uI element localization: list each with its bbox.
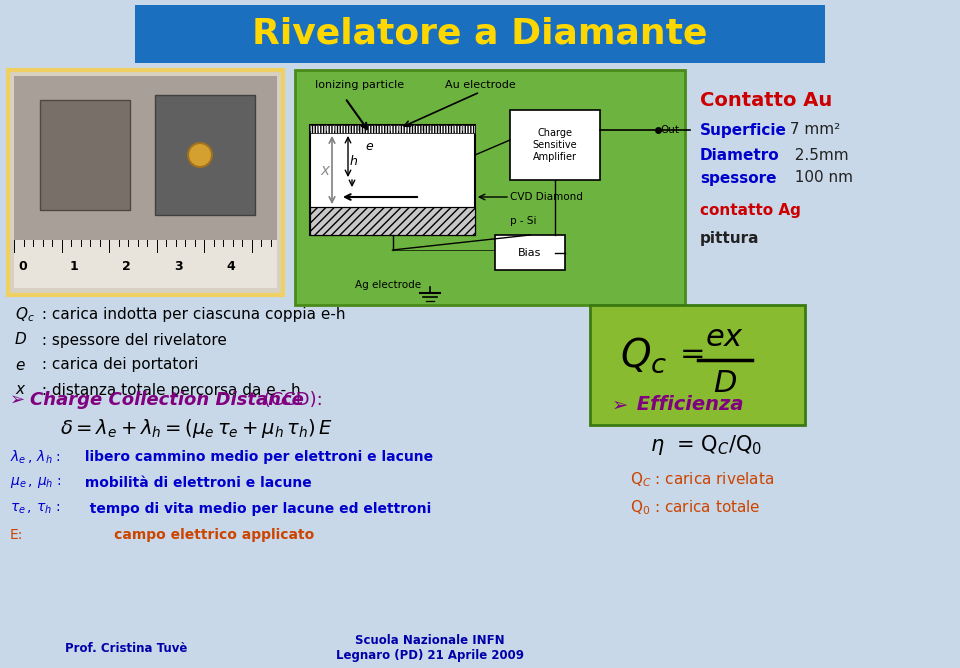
Text: Charge Collection Distance: Charge Collection Distance xyxy=(30,391,304,409)
Text: Legnaro (PD) 21 Aprile 2009: Legnaro (PD) 21 Aprile 2009 xyxy=(336,649,524,663)
Text: 1: 1 xyxy=(70,260,79,273)
Bar xyxy=(155,95,255,215)
Text: Q$_0$ : carica totale: Q$_0$ : carica totale xyxy=(630,498,760,517)
Text: 100 nm: 100 nm xyxy=(785,170,853,186)
Bar xyxy=(14,76,277,246)
Circle shape xyxy=(188,143,212,167)
Text: Efficienza: Efficienza xyxy=(630,395,743,415)
Text: Prof. Cristina Tuvè: Prof. Cristina Tuvè xyxy=(65,641,187,655)
Text: Rivelatore a Diamante: Rivelatore a Diamante xyxy=(252,17,708,51)
Bar xyxy=(495,235,565,270)
Text: D: D xyxy=(15,333,27,347)
Text: E:: E: xyxy=(10,528,23,542)
Text: =: = xyxy=(680,341,706,369)
Text: mobilità di elettroni e lacune: mobilità di elettroni e lacune xyxy=(80,476,312,490)
Text: ➢: ➢ xyxy=(10,391,25,409)
Text: ➢: ➢ xyxy=(612,395,629,415)
Text: 2.5mm: 2.5mm xyxy=(785,148,849,162)
Text: $Q_c$: $Q_c$ xyxy=(15,306,35,325)
Text: pittura: pittura xyxy=(700,230,759,246)
Text: Ag electrode: Ag electrode xyxy=(355,280,421,290)
Text: (CCD):: (CCD): xyxy=(258,391,323,409)
Text: 4: 4 xyxy=(226,260,235,273)
Bar xyxy=(310,125,475,133)
Text: : distanza totale percorsa da e - h: : distanza totale percorsa da e - h xyxy=(37,383,300,397)
Text: Au electrode: Au electrode xyxy=(444,80,516,90)
Text: Superficie: Superficie xyxy=(700,122,787,138)
Text: libero cammino medio per elettroni e lacune: libero cammino medio per elettroni e lac… xyxy=(80,450,433,464)
Text: 2: 2 xyxy=(122,260,131,273)
Bar xyxy=(14,240,277,288)
Text: x: x xyxy=(15,383,24,397)
Text: $D$: $D$ xyxy=(713,369,737,397)
Text: $\eta$  = Q$_C$/Q$_0$: $\eta$ = Q$_C$/Q$_0$ xyxy=(650,433,762,457)
Text: spessore: spessore xyxy=(700,170,777,186)
Text: Ionizing particle: Ionizing particle xyxy=(316,80,404,90)
Text: Out: Out xyxy=(660,125,679,135)
Bar xyxy=(135,5,825,63)
Text: tempo di vita medio per lacune ed elettroni: tempo di vita medio per lacune ed elettr… xyxy=(80,502,431,516)
Bar xyxy=(510,110,600,180)
Text: $\mu_e\,,\,\mu_h$ :: $\mu_e\,,\,\mu_h$ : xyxy=(10,476,61,490)
Text: 7 mm²: 7 mm² xyxy=(785,122,840,138)
Text: h: h xyxy=(350,155,358,168)
Text: Contatto Au: Contatto Au xyxy=(700,90,832,110)
Text: 0: 0 xyxy=(18,260,27,273)
Text: $\lambda_e\,,\,\lambda_h$ :: $\lambda_e\,,\,\lambda_h$ : xyxy=(10,448,61,466)
Text: contatto Ag: contatto Ag xyxy=(700,202,801,218)
Text: Charge
Sensitive
Amplifier: Charge Sensitive Amplifier xyxy=(533,128,577,162)
Bar xyxy=(310,207,475,235)
Bar xyxy=(8,70,283,295)
Bar xyxy=(295,70,685,305)
Text: e: e xyxy=(15,357,24,373)
Text: $\delta = \lambda_e + \lambda_h = (\mu_e\,\tau_e + \mu_h\,\tau_h)\,E$: $\delta = \lambda_e + \lambda_h = (\mu_e… xyxy=(60,417,332,440)
Text: : spessore del rivelatore: : spessore del rivelatore xyxy=(37,333,227,347)
Text: campo elettrico applicato: campo elettrico applicato xyxy=(80,528,314,542)
Bar xyxy=(40,100,130,210)
Text: : carica dei portatori: : carica dei portatori xyxy=(37,357,199,373)
Text: e: e xyxy=(365,140,372,153)
Text: Q$_C$ : carica rivelata: Q$_C$ : carica rivelata xyxy=(630,471,774,490)
Bar xyxy=(310,125,475,235)
Text: Diametro: Diametro xyxy=(700,148,780,162)
Text: Scuola Nazionale INFN: Scuola Nazionale INFN xyxy=(355,633,505,647)
Text: x: x xyxy=(320,163,329,178)
Text: : carica indotta per ciascuna coppia e-h: : carica indotta per ciascuna coppia e-h xyxy=(37,307,346,323)
Text: $ex$: $ex$ xyxy=(706,323,745,351)
Bar xyxy=(590,305,805,425)
Text: CVD Diamond: CVD Diamond xyxy=(510,192,583,202)
Text: Bias: Bias xyxy=(518,248,541,257)
Text: $Q_c$: $Q_c$ xyxy=(620,335,667,375)
Text: p - Si: p - Si xyxy=(510,216,537,226)
Bar xyxy=(310,207,475,235)
Text: $\tau_e\,,\,\tau_h$ :: $\tau_e\,,\,\tau_h$ : xyxy=(10,502,60,516)
Text: 3: 3 xyxy=(174,260,182,273)
